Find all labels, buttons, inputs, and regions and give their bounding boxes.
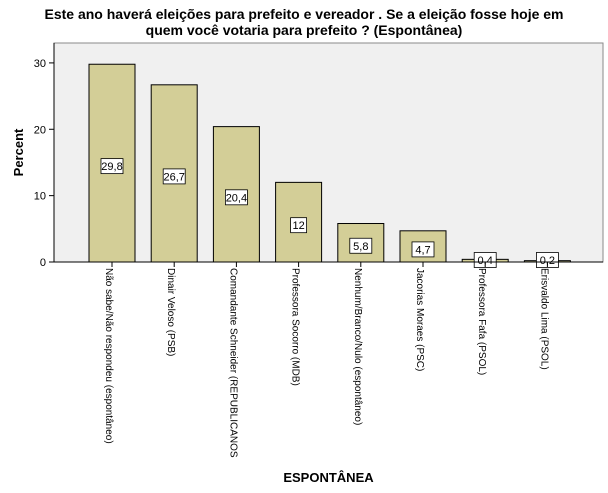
plot-area <box>53 42 604 263</box>
data-label: 26,7 <box>163 171 184 183</box>
data-label-box <box>290 217 308 234</box>
data-label-box <box>224 189 248 206</box>
data-label: 20,4 <box>226 192 247 204</box>
data-label-box <box>473 252 497 268</box>
data-label-box <box>162 168 186 185</box>
y-tick-label: 30 <box>34 58 46 70</box>
chart-title: Este ano haverá eleições para prefeito e… <box>0 6 608 38</box>
chart-title-line-1: Este ano haverá eleições para prefeito e… <box>44 6 564 22</box>
x-axis-title: ESPONTÂNEA <box>283 470 374 485</box>
y-tick-label: 0 <box>40 257 46 269</box>
x-axis: Não sabe/Não respondeu (espontâneo) Dinai… <box>54 261 603 458</box>
chart-title-line-2: quem você votaria para prefeito ? (Espon… <box>145 22 463 38</box>
data-label: 5,8 <box>353 241 368 253</box>
data-label: 0,4 <box>478 255 493 267</box>
x-category-label: Dinair Veloso (PSB) <box>165 268 176 356</box>
y-tick-label: 20 <box>34 124 46 136</box>
data-label: 4,7 <box>415 244 430 256</box>
x-category-label: Jacorias Moraes (PSC) <box>414 268 425 371</box>
data-label-box <box>349 237 373 254</box>
x-category-label: Nenhum/Branco/Nulo (espontâneo) <box>352 268 363 425</box>
y-tick-label: 10 <box>34 191 46 203</box>
data-label-box <box>100 158 124 175</box>
y-axis: 0 10 20 30 <box>34 43 55 269</box>
data-label-box <box>411 241 435 258</box>
x-category-label: Comandante Schneider (REPUBLICANOS <box>227 268 238 458</box>
data-label: 12 <box>292 220 304 232</box>
x-category-label: Professora Socorro (MDB) <box>290 268 301 386</box>
data-label-box <box>536 252 559 268</box>
x-category-label: Não sabe/Não respondeu (espontâneo) <box>103 268 114 444</box>
y-axis-title: Percent <box>11 128 26 176</box>
data-label: 0,2 <box>540 255 555 267</box>
x-category-label: Erisvaldo Lima (PSOL) <box>538 268 549 370</box>
x-category-label: Professora Fafa (PSOL) <box>476 268 487 375</box>
data-label: 29,8 <box>101 161 122 173</box>
